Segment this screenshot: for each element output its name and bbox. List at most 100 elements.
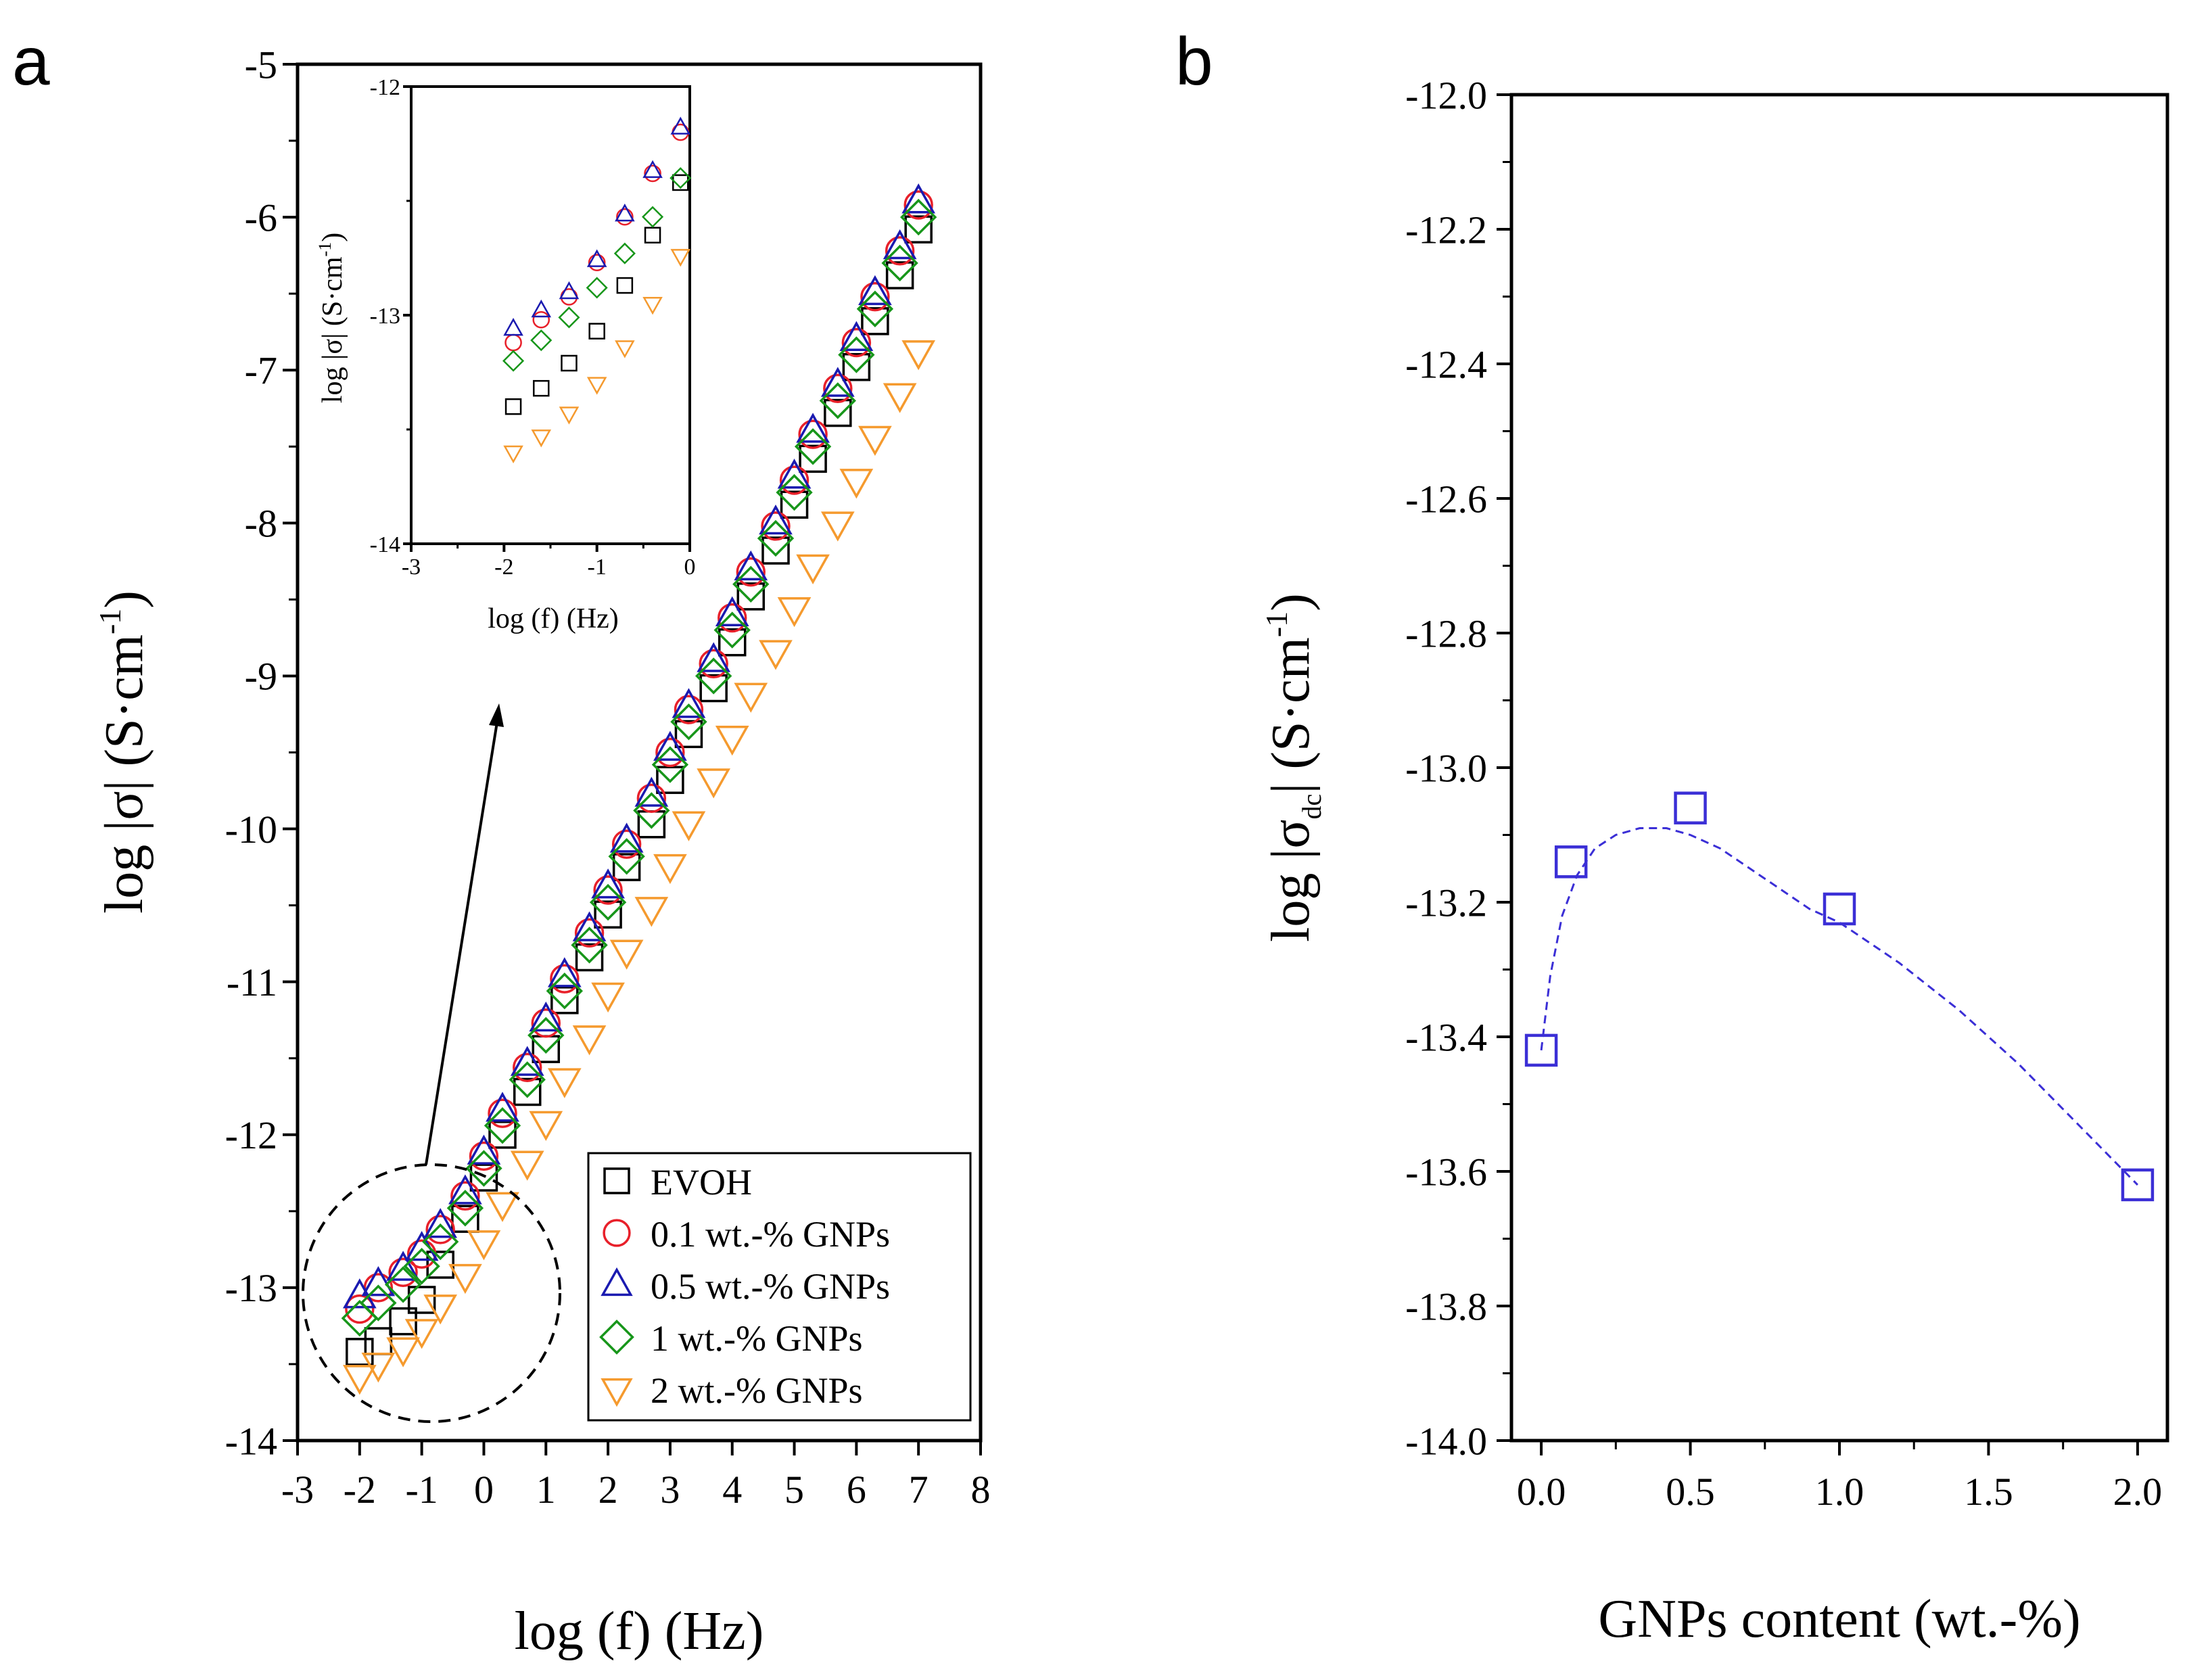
panel-a-y-label-sup: -1 [93, 609, 127, 634]
data-point-GNP01 [718, 603, 747, 633]
panel-b-x-tick-labels: 0.0 0.5 1.0 1.5 2.0 [1517, 1470, 2162, 1514]
data-point-EVOH [904, 215, 933, 243]
data-point-GNP05 [883, 229, 917, 260]
data-point-GNP2 [759, 640, 793, 670]
panel-b-x-tick-label: 1.0 [1815, 1470, 1864, 1514]
panel-b-x-tick-label: 1.5 [1964, 1470, 2013, 1514]
panel-b-y-tick-label: -12.8 [1405, 611, 1487, 655]
data-point-GNP2 [467, 1230, 501, 1261]
data-point-EVOH [346, 1338, 374, 1366]
data-point-GNP05 [653, 730, 687, 761]
inset-point-GNP1 [641, 206, 664, 228]
legend-marker-GNP01 [603, 1219, 631, 1247]
inset-y-axis-label: log |σ| (S·cm-1) [315, 233, 348, 403]
inset-point-EVOH [588, 323, 605, 340]
svg-text:log |σ| (S·cm-1): log |σ| (S·cm-1) [315, 233, 348, 403]
data-point-GNP1 [589, 883, 627, 921]
legend-marker-GNP2 [601, 1378, 633, 1407]
dc-conductivity-point [1674, 791, 1707, 824]
panel-b-y-label-sub: dc [1296, 794, 1327, 820]
data-point-GNP2 [404, 1319, 439, 1349]
data-point-GNP2 [361, 1352, 396, 1383]
data-point-EVOH [451, 1205, 479, 1233]
data-point-GNP2 [715, 725, 749, 756]
data-point-EVOH [612, 853, 641, 881]
data-point-EVOH [469, 1163, 498, 1192]
data-point-GNP01 [699, 649, 728, 679]
data-point-GNP01 [779, 465, 809, 495]
panel-b-y-tick-label: -12.6 [1405, 477, 1487, 521]
inset-y-label-close: ) [317, 233, 348, 242]
data-point-GNP01 [903, 190, 933, 220]
data-point-EVOH [699, 674, 728, 703]
data-point-GNP2 [820, 511, 855, 542]
data-point-GNP05 [820, 367, 855, 397]
data-point-GNP05 [486, 1092, 519, 1122]
panel-b-y-label-mid: | (S·cm [1261, 637, 1321, 794]
panel-a-y-tick-label: -6 [245, 195, 277, 239]
inset-x-tick-label: -2 [494, 555, 513, 580]
data-point-GNP2 [609, 939, 644, 970]
panel-b-ticks [1497, 93, 2139, 1455]
data-point-GNP05 [529, 1001, 563, 1032]
data-point-GNP1 [509, 1061, 546, 1098]
inset-point-EVOH [533, 379, 550, 397]
inset-series-GNP05 [503, 116, 691, 336]
inset-point-GNP01 [532, 310, 550, 329]
data-point-GNP2 [591, 982, 625, 1013]
panel-b-chart: 0.0 0.5 1.0 1.5 2.0 -12.0-12.2-12.4-12.6-12.… [1259, 73, 2169, 1649]
data-point-GNP2 [734, 682, 768, 713]
data-point-GNP01 [655, 737, 685, 768]
panel-a-x-tick-label: 8 [971, 1468, 991, 1512]
legend-items: EVOH 0.1 wt.-% GNPs 0.5 wt.-% GNPs 1 wt.-% … [599, 1162, 890, 1411]
dc-conductivity-point [1554, 845, 1588, 879]
zoom-region-circle [302, 1163, 561, 1423]
data-point-GNP1 [776, 473, 813, 511]
data-point-GNP2 [386, 1337, 420, 1368]
panel-b-letter: b [1175, 24, 1213, 99]
zoom-arrow-line [425, 722, 498, 1165]
inset-y-label-main: log |σ| (S·cm [317, 256, 348, 403]
data-point-GNP05 [715, 596, 749, 626]
panel-a-y-label-close: ) [95, 590, 154, 609]
legend-label-GNP1: 1 wt.-% GNPs [651, 1318, 863, 1359]
data-point-GNP01 [513, 1052, 542, 1082]
series-GNP05 [342, 183, 936, 1309]
data-point-EVOH [594, 900, 622, 929]
data-point-GNP1 [608, 838, 645, 875]
data-point-GNP2 [883, 383, 917, 413]
inset-point-GNP1 [558, 306, 580, 329]
data-point-GNP2 [486, 1192, 519, 1222]
data-point-GNP05 [901, 183, 936, 214]
data-point-GNP01 [674, 695, 704, 724]
legend-label-GNP2: 2 wt.-% GNPs [651, 1370, 863, 1411]
panel-a-legend: EVOH 0.1 wt.-% GNPs 0.5 wt.-% GNPs 1 wt.-% … [587, 1152, 972, 1422]
panel-a-y-tick-label: -14 [225, 1419, 277, 1463]
inset-point-GNP2 [559, 406, 580, 425]
inset-frame [410, 85, 691, 545]
inset-point-GNP01 [616, 208, 634, 226]
data-point-GNP05 [547, 957, 582, 987]
panel-b-frame [1509, 93, 2169, 1443]
data-point-GNP01 [406, 1239, 437, 1269]
data-point-GNP2 [653, 854, 687, 885]
panel-b-marks [1524, 791, 2155, 1202]
data-point-EVOH [407, 1286, 436, 1314]
panel-b-x-tick-label: 2.0 [2113, 1470, 2163, 1514]
inset-marks [502, 116, 692, 464]
legend-marker-EVOH [603, 1167, 630, 1194]
data-point-GNP2 [572, 1025, 607, 1056]
data-point-GNP1 [732, 565, 770, 603]
data-point-GNP1 [633, 792, 670, 829]
inset-point-GNP05 [615, 203, 635, 222]
inset-point-GNP05 [559, 281, 580, 300]
data-point-GNP1 [794, 428, 832, 465]
panel-b-x-axis-label: GNPs content (wt.-%) [1598, 1589, 2080, 1649]
data-point-GNP1 [713, 611, 751, 649]
inset-ticks [403, 85, 691, 552]
data-point-GNP1 [484, 1107, 521, 1144]
data-point-EVOH [761, 536, 790, 565]
inset-point-GNP05 [670, 116, 691, 135]
data-point-GNP2 [547, 1068, 582, 1098]
inset-point-GNP01 [588, 254, 606, 272]
